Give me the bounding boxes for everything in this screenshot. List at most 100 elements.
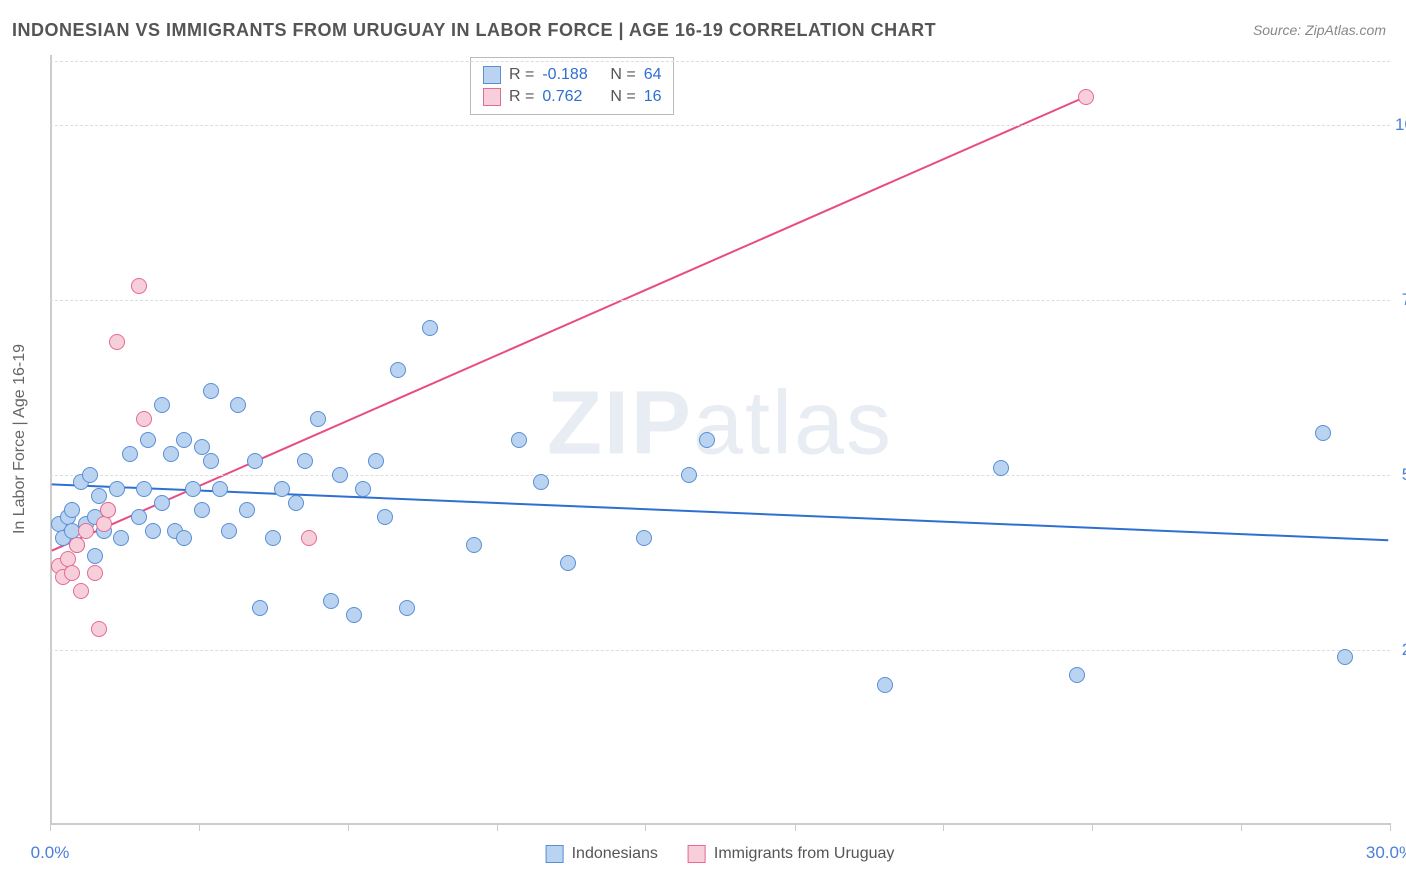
data-point (78, 523, 94, 539)
data-point (681, 467, 697, 483)
data-point (176, 432, 192, 448)
data-point (301, 530, 317, 546)
legend-label: Indonesians (572, 845, 658, 863)
regression-lines (50, 55, 1390, 823)
data-point (877, 677, 893, 693)
data-point (87, 565, 103, 581)
data-point (466, 537, 482, 553)
data-point (399, 600, 415, 616)
data-point (230, 397, 246, 413)
x-tick (1092, 823, 1093, 831)
data-point (154, 495, 170, 511)
data-point (560, 555, 576, 571)
data-point (297, 453, 313, 469)
data-point (368, 453, 384, 469)
data-point (288, 495, 304, 511)
data-point (332, 467, 348, 483)
data-point (100, 502, 116, 518)
chart-title: INDONESIAN VS IMMIGRANTS FROM URUGUAY IN… (12, 20, 936, 41)
data-point (194, 502, 210, 518)
data-point (64, 502, 80, 518)
y-tick-label: 50.0% (1395, 465, 1406, 485)
swatch-icon (483, 66, 501, 84)
data-point (699, 432, 715, 448)
data-point (154, 397, 170, 413)
n-label: N = (610, 88, 635, 106)
swatch-icon (688, 845, 706, 863)
data-point (163, 446, 179, 462)
y-axis-label: In Labor Force | Age 16-19 (11, 344, 29, 534)
x-tick (50, 823, 51, 831)
legend-label: Immigrants from Uruguay (714, 845, 895, 863)
data-point (1069, 667, 1085, 683)
r-value: -0.188 (542, 66, 594, 84)
source-label: Source: ZipAtlas.com (1253, 22, 1386, 38)
data-point (203, 453, 219, 469)
watermark: ZIPatlas (547, 372, 893, 475)
data-point (533, 474, 549, 490)
data-point (265, 530, 281, 546)
x-tick (497, 823, 498, 831)
stats-legend: R =-0.188N =64 R = 0.762 N = 16 (470, 57, 674, 115)
data-point (1078, 89, 1094, 105)
data-point (239, 502, 255, 518)
data-point (91, 621, 107, 637)
r-label: R = (509, 88, 534, 106)
x-tick-label: 30.0% (1366, 843, 1406, 863)
plot-area: In Labor Force | Age 16-19 ZIPatlas R =-… (50, 55, 1390, 825)
r-value: 0.762 (542, 88, 594, 106)
data-point (176, 530, 192, 546)
data-point (109, 481, 125, 497)
data-point (252, 600, 268, 616)
data-point (131, 509, 147, 525)
y-tick-label: 25.0% (1395, 640, 1406, 660)
x-tick (199, 823, 200, 831)
gridline (50, 125, 1390, 126)
x-tick (795, 823, 796, 831)
n-value: 64 (644, 66, 662, 84)
data-point (136, 411, 152, 427)
regression-line (52, 97, 1086, 551)
data-point (355, 481, 371, 497)
data-point (247, 453, 263, 469)
gridline (50, 475, 1390, 476)
data-point (274, 481, 290, 497)
data-point (109, 334, 125, 350)
data-point (82, 467, 98, 483)
data-point (64, 565, 80, 581)
gridline (50, 650, 1390, 651)
swatch-icon (483, 88, 501, 106)
data-point (140, 432, 156, 448)
data-point (136, 481, 152, 497)
n-value: 16 (644, 88, 662, 106)
data-point (221, 523, 237, 539)
data-point (96, 516, 112, 532)
data-point (1315, 425, 1331, 441)
series-legend: Indonesians Immigrants from Uruguay (546, 845, 895, 863)
legend-item-blue: Indonesians (546, 845, 658, 863)
data-point (377, 509, 393, 525)
swatch-icon (546, 845, 564, 863)
legend-item-pink: Immigrants from Uruguay (688, 845, 895, 863)
y-tick-label: 75.0% (1395, 290, 1406, 310)
chart-container: INDONESIAN VS IMMIGRANTS FROM URUGUAY IN… (0, 0, 1406, 892)
data-point (131, 278, 147, 294)
data-point (87, 548, 103, 564)
data-point (203, 383, 219, 399)
data-point (185, 481, 201, 497)
data-point (113, 530, 129, 546)
y-axis (50, 55, 52, 823)
gridline (50, 300, 1390, 301)
data-point (310, 411, 326, 427)
data-point (145, 523, 161, 539)
x-tick (645, 823, 646, 831)
data-point (73, 583, 89, 599)
x-tick (943, 823, 944, 831)
data-point (993, 460, 1009, 476)
stats-legend-row: R =-0.188N =64 (483, 64, 661, 86)
y-tick-label: 100.0% (1395, 115, 1406, 135)
data-point (511, 432, 527, 448)
x-tick (1241, 823, 1242, 831)
data-point (390, 362, 406, 378)
data-point (1337, 649, 1353, 665)
